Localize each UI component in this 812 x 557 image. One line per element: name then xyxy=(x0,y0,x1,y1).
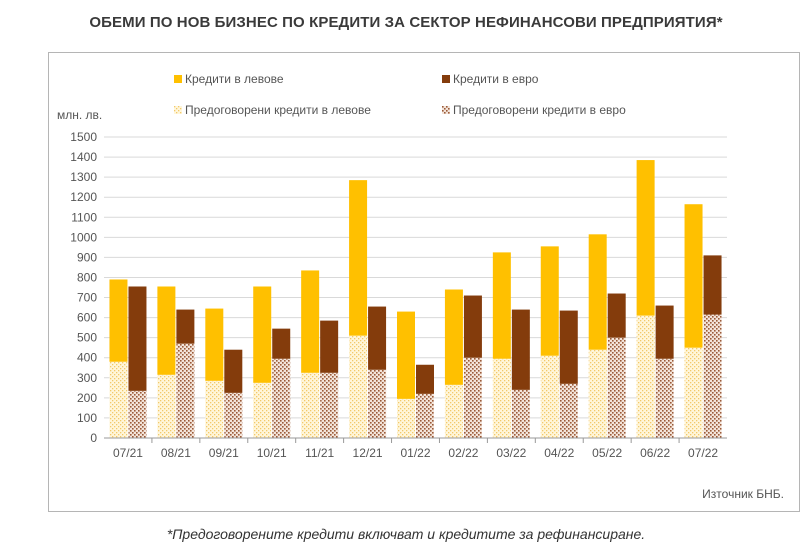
bar-bgn-10-21 xyxy=(253,286,272,383)
legend-item-eur: Кредити в евро xyxy=(442,72,538,86)
bar-eur-renegotiated-07-21 xyxy=(128,390,147,438)
legend-label-eur-renegotiated: Предоговорени кредити в евро xyxy=(453,103,626,117)
x-tick-label: 08/21 xyxy=(161,446,191,460)
y-tick-label: 1300 xyxy=(70,170,97,184)
bar-eur-renegotiated-10-21 xyxy=(272,358,291,438)
y-tick-label: 600 xyxy=(77,311,97,325)
y-tick-label: 700 xyxy=(77,291,97,305)
x-tick-label: 11/21 xyxy=(305,446,334,460)
bar-bgn-12-21 xyxy=(349,180,368,336)
y-tick-label: 1500 xyxy=(70,130,97,144)
bar-bgn-06-22 xyxy=(636,160,655,316)
y-tick-label: 900 xyxy=(77,250,97,264)
bar-eur-02-22 xyxy=(463,295,482,358)
legend-label-eur: Кредити в евро xyxy=(453,72,539,86)
bar-bgn-renegotiated-05-22 xyxy=(588,349,607,438)
bar-bgn-03-22 xyxy=(492,252,511,359)
bar-bgn-renegotiated-07-21 xyxy=(109,361,128,438)
x-tick-label: 07/22 xyxy=(688,446,718,460)
bar-bgn-renegotiated-02-22 xyxy=(444,384,463,438)
bar-bgn-04-22 xyxy=(540,246,559,356)
y-tick-label: 800 xyxy=(77,270,97,284)
bar-eur-renegotiated-09-21 xyxy=(224,392,243,438)
bar-eur-09-21 xyxy=(224,349,243,393)
bar-eur-renegotiated-06-22 xyxy=(655,358,674,438)
bar-eur-07-21 xyxy=(128,286,147,391)
legend-swatch-eur-renegotiated xyxy=(442,106,450,114)
bar-bgn-renegotiated-04-22 xyxy=(540,355,559,438)
x-tick-label: 02/22 xyxy=(448,446,478,460)
bar-eur-renegotiated-12-21 xyxy=(368,369,387,438)
bar-eur-renegotiated-01-22 xyxy=(416,393,434,438)
x-tick-label: 12/21 xyxy=(353,446,383,460)
bar-eur-renegotiated-02-22 xyxy=(463,357,482,438)
bar-eur-07-22 xyxy=(703,255,722,315)
chart-title: ОБЕМИ ПО НОВ БИЗНЕС ПО КРЕДИТИ ЗА СЕКТОР… xyxy=(89,14,723,31)
y-tick-label: 500 xyxy=(77,331,97,345)
bar-eur-renegotiated-04-22 xyxy=(559,383,578,438)
bar-eur-renegotiated-05-22 xyxy=(607,337,626,438)
bar-eur-03-22 xyxy=(511,309,530,390)
bar-bgn-05-22 xyxy=(588,234,607,350)
bar-bgn-07-22 xyxy=(684,204,703,348)
x-tick-label: 01/22 xyxy=(400,446,430,460)
x-tick-label: 10/21 xyxy=(257,446,287,460)
bar-bgn-renegotiated-03-22 xyxy=(492,358,511,438)
bar-eur-05-22 xyxy=(607,293,626,338)
bar-bgn-renegotiated-10-21 xyxy=(253,382,272,438)
legend-swatch-bgn xyxy=(174,75,182,83)
bar-eur-renegotiated-08-21 xyxy=(176,343,195,438)
y-tick-label: 1400 xyxy=(70,150,97,164)
y-tick-label: 1000 xyxy=(70,230,97,244)
bar-eur-06-22 xyxy=(655,305,674,359)
bar-bgn-renegotiated-08-21 xyxy=(157,374,176,438)
bar-eur-01-22 xyxy=(416,364,434,394)
bar-bgn-01-22 xyxy=(397,311,415,399)
x-tick-label: 07/21 xyxy=(113,446,143,460)
bar-bgn-renegotiated-07-22 xyxy=(684,347,703,438)
bar-bgn-11-21 xyxy=(301,270,320,373)
bar-eur-renegotiated-07-22 xyxy=(703,314,722,438)
y-tick-label: 200 xyxy=(77,391,97,405)
y-tick-label: 100 xyxy=(77,411,97,425)
bar-eur-renegotiated-11-21 xyxy=(320,372,339,438)
x-tick-label: 04/22 xyxy=(544,446,574,460)
legend-swatch-bgn-renegotiated xyxy=(174,106,182,114)
bar-bgn-renegotiated-06-22 xyxy=(636,315,655,438)
y-tick-label: 1200 xyxy=(70,190,97,204)
chart-frame xyxy=(48,52,800,512)
bar-bgn-02-22 xyxy=(444,289,463,385)
bar-eur-10-21 xyxy=(272,328,291,359)
y-tick-label: 0 xyxy=(90,431,97,445)
bar-bgn-08-21 xyxy=(157,286,176,375)
y-tick-label: 1100 xyxy=(71,210,97,224)
bar-bgn-renegotiated-12-21 xyxy=(349,335,368,438)
bar-eur-renegotiated-03-22 xyxy=(511,389,530,438)
legend-item-eur-renegotiated: Предоговорени кредити в евро xyxy=(442,103,626,117)
x-tick-label: 05/22 xyxy=(592,446,622,460)
x-tick-label: 09/21 xyxy=(209,446,239,460)
legend-item-bgn-renegotiated: Предоговорени кредити в левове xyxy=(174,103,371,117)
x-tick-label: 06/22 xyxy=(640,446,670,460)
bar-bgn-07-21 xyxy=(109,279,128,362)
bar-bgn-09-21 xyxy=(205,308,224,381)
bar-eur-08-21 xyxy=(176,309,195,344)
footnote: *Предоговорените кредити включват и кред… xyxy=(166,526,646,542)
y-axis-label: млн. лв. xyxy=(57,108,103,122)
bar-eur-11-21 xyxy=(320,320,339,373)
bar-bgn-renegotiated-09-21 xyxy=(205,380,224,438)
bar-bgn-renegotiated-01-22 xyxy=(397,398,415,438)
legend-item-bgn: Кредити в левове xyxy=(174,72,284,86)
legend-swatch-eur xyxy=(442,75,450,83)
x-tick-label: 03/22 xyxy=(496,446,526,460)
bar-bgn-renegotiated-11-21 xyxy=(301,372,320,438)
y-tick-label: 300 xyxy=(77,371,97,385)
legend-label-bgn-renegotiated: Предоговорени кредити в левове xyxy=(185,103,371,117)
y-tick-label: 400 xyxy=(77,351,97,365)
bar-eur-12-21 xyxy=(368,306,387,370)
legend-label-bgn: Кредити в левове xyxy=(185,72,284,86)
source-note: Източник БНБ. xyxy=(702,487,784,501)
bar-eur-04-22 xyxy=(559,310,578,384)
